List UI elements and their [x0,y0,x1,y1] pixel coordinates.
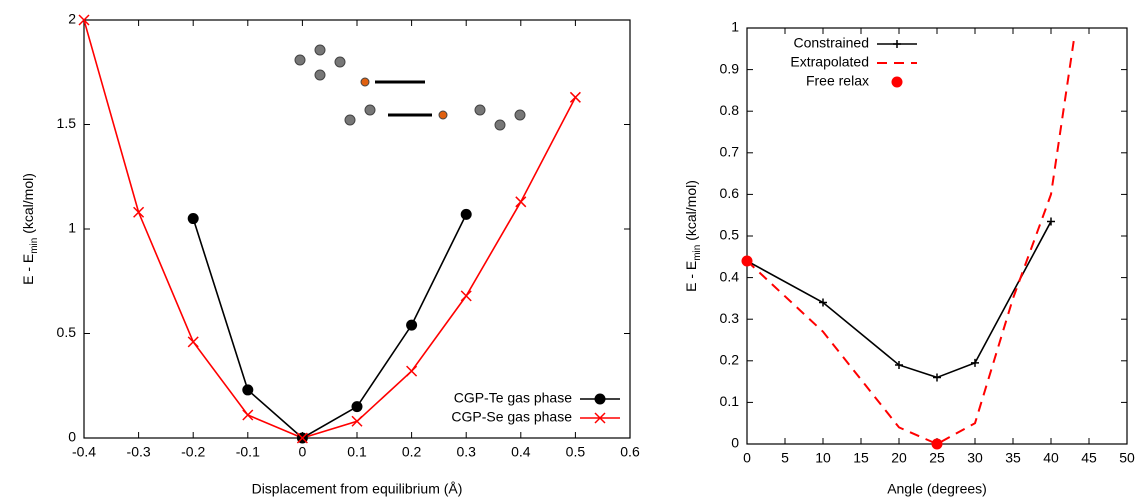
marker [242,384,253,395]
y-tick-label: 0 [731,435,739,451]
y-axis-label: E - Emin (kcal/mol) [683,180,703,292]
legend-marker-shape [595,394,606,405]
molecule-illustration [295,45,525,130]
marker [933,373,941,381]
x-axis-label: Angle (degrees) [887,481,987,497]
series-line [747,40,1074,444]
series-line [747,221,1051,377]
y-tick-label: 0.9 [720,60,740,76]
y-tick-label: 0.1 [720,393,740,409]
x-tick-label: -0.1 [236,444,260,460]
y-tick-label: 0 [68,429,76,445]
x-tick-label: -0.4 [72,444,96,460]
legend-marker-shape [892,77,903,88]
marker [971,359,979,367]
y-axis-label: E - Emin (kcal/mol) [20,173,40,285]
x-tick-label: 0.6 [620,444,640,460]
marker [1047,217,1055,225]
marker [461,209,472,220]
y-axis-label-part: (kcal/mol) [683,180,699,245]
x-tick-label: 0 [299,444,307,460]
y-tick-label: 1.5 [57,115,77,131]
y-tick-label: 0.8 [720,102,740,118]
x-tick-label: 10 [815,450,831,466]
marker [407,366,417,376]
legend-label: CGP-Se gas phase [451,409,572,425]
marker [188,337,198,347]
x-tick-label: 5 [781,450,789,466]
legend-marker [892,77,903,88]
x-tick-label: 35 [1005,450,1021,466]
plot-frame [84,20,630,438]
x-axis-label: Displacement from equilibrium (Å) [252,481,463,497]
x-tick-label: 25 [929,450,945,466]
x-tick-label: 30 [967,450,983,466]
x-tick-label: 15 [853,450,869,466]
y-tick-label: 0.5 [720,227,740,243]
marker [352,416,362,426]
x-tick-label: 20 [891,450,907,466]
marker [516,197,526,207]
x-tick-label: 0.5 [566,444,586,460]
plot-area [84,20,575,438]
x-tick-label: 0 [743,450,751,466]
legend-marker-shape [893,40,901,48]
marker [243,410,253,420]
marker [461,291,471,301]
plot-area [747,40,1074,444]
marker [742,255,753,266]
marker [570,92,580,102]
legend-label: CGP-Te gas phase [454,390,572,406]
marker [352,401,363,412]
marker [932,439,943,450]
legend-marker [595,394,606,405]
y-tick-label: 0.7 [720,144,740,160]
marker [134,207,144,217]
y-tick-label: 0.6 [720,185,740,201]
y-axis-label-part: min [692,245,703,261]
y-axis-label-part: E - E [20,254,36,285]
x-tick-label: 0.4 [511,444,531,460]
x-tick-label: -0.2 [181,444,205,460]
y-tick-label: 0.2 [720,352,740,368]
y-tick-label: 0.5 [57,324,77,340]
y-axis-label-part: min [29,238,40,254]
y-axis-label-part: (kcal/mol) [20,173,36,238]
x-tick-label: -0.3 [127,444,151,460]
x-tick-label: 0.2 [402,444,422,460]
x-tick-label: 0.3 [456,444,476,460]
x-tick-label: 0.1 [347,444,367,460]
y-tick-label: 0.3 [720,310,740,326]
series-line [193,214,466,438]
y-tick-label: 0.4 [720,268,740,284]
legend-label: Constrained [794,35,870,51]
x-tick-label: 45 [1081,450,1097,466]
legend-label: Free relax [806,73,869,89]
plot-frame [747,28,1127,444]
y-tick-label: 2 [68,11,76,27]
y-tick-label: 1 [731,19,739,35]
x-tick-label: 50 [1119,450,1135,466]
y-tick-label: 1 [68,220,76,236]
figure: -0.4 -0.3 -0.2 -0.1 0 0.1 0.2 0.3 0.4 0.5 0.6 0 0.5 1… [0,0,1139,497]
marker [188,213,199,224]
marker [406,320,417,331]
series-line [84,20,575,438]
legend-label: Extrapolated [790,54,869,70]
legend-marker [893,40,901,48]
x-tick-label: 40 [1043,450,1059,466]
y-axis-label-part: E - E [683,261,699,292]
